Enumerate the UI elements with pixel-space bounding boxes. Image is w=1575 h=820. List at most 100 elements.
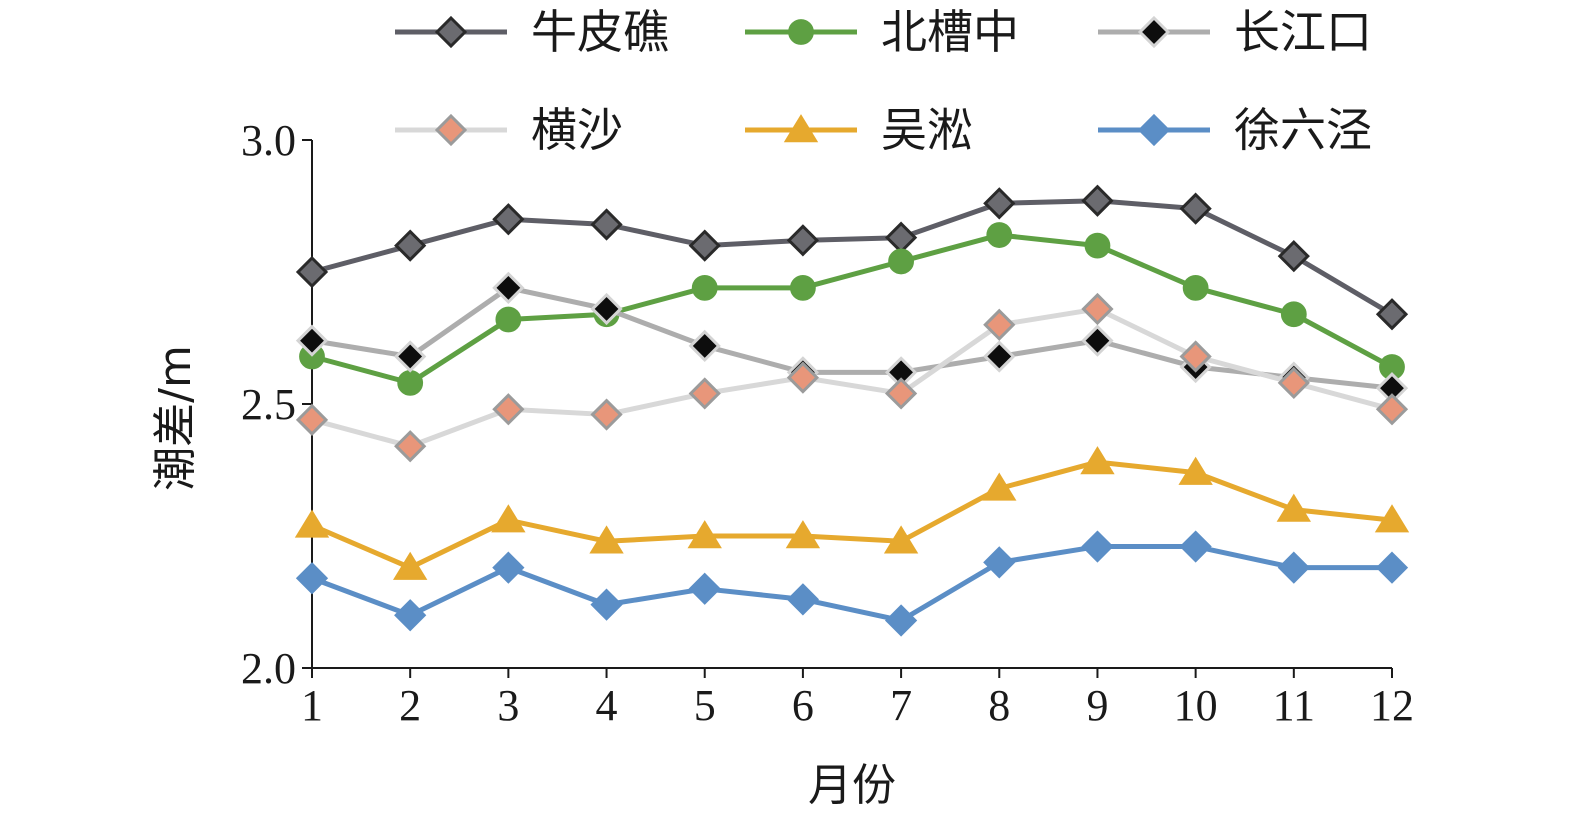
data-point (295, 324, 329, 357)
data-point (1081, 530, 1114, 563)
series-line (311, 285, 1393, 391)
data-point (392, 551, 428, 580)
data-point (983, 187, 1016, 220)
x-tick-label: 12 (1370, 681, 1414, 730)
x-tick-label: 9 (1086, 681, 1108, 730)
data-point (1179, 530, 1212, 563)
data-point (492, 203, 525, 236)
data-point (590, 398, 623, 431)
series-4 (295, 292, 1409, 463)
data-point (786, 583, 820, 616)
series-layer (294, 184, 1410, 637)
data-point (983, 308, 1016, 341)
legend-item: 牛皮礁 (395, 5, 669, 59)
y-axis-title: 潮差/m (150, 345, 201, 491)
data-point (691, 274, 718, 301)
data-point (1178, 456, 1213, 485)
data-point (1081, 184, 1114, 217)
data-point (295, 403, 329, 436)
data-point (589, 525, 624, 554)
data-point (394, 340, 427, 373)
data-point (1375, 393, 1409, 426)
legend-marker (1137, 113, 1171, 147)
legend-label: 北槽中 (881, 5, 1019, 59)
legend-marker (434, 113, 468, 147)
series-line (311, 198, 1394, 317)
data-point (884, 221, 918, 254)
data-point (590, 208, 623, 241)
data-point (688, 229, 721, 262)
data-point (394, 599, 427, 632)
x-tick-label: 2 (399, 681, 421, 730)
legend-marker (1137, 15, 1171, 49)
data-point (688, 377, 721, 410)
series-1 (295, 184, 1409, 331)
x-tick-label: 11 (1273, 681, 1315, 730)
data-point (1179, 340, 1212, 373)
data-point (295, 562, 329, 595)
data-point (1280, 301, 1307, 328)
data-point (1276, 493, 1312, 522)
x-axis-ticks: 1 2 3 4 5 6 7 8 9 10 11 12 (301, 668, 1414, 730)
legend-item: 北槽中 (745, 5, 1019, 59)
data-point (982, 472, 1017, 501)
legend-marker (788, 19, 814, 45)
legend-label: 长江口 (1234, 5, 1372, 59)
axes (311, 140, 1392, 669)
y-tick-label: 2.5 (241, 380, 296, 429)
legend-marker (783, 114, 819, 143)
y-tick-label: 2.0 (241, 644, 296, 693)
data-point (1375, 551, 1409, 584)
data-point (688, 572, 721, 605)
data-point (786, 224, 820, 257)
legend-label: 横沙 (531, 103, 623, 157)
x-axis-title: 月份 (808, 760, 896, 811)
y-tick-label: 3.0 (241, 116, 296, 165)
data-point (295, 255, 329, 289)
data-point (687, 520, 722, 549)
data-point (785, 520, 821, 549)
data-point (492, 271, 525, 304)
x-tick-label: 8 (988, 681, 1010, 730)
legend-item: 横沙 (395, 103, 623, 157)
data-point (1080, 446, 1115, 475)
data-point (294, 509, 330, 538)
x-tick-label: 10 (1174, 681, 1218, 730)
series-6 (295, 530, 1409, 637)
series-line (311, 306, 1393, 449)
x-tick-label: 3 (497, 681, 519, 730)
data-point (394, 430, 427, 463)
data-point (1081, 292, 1114, 326)
data-point (888, 248, 914, 275)
data-point (790, 274, 816, 301)
legend-marker (434, 15, 468, 49)
data-point (1179, 192, 1212, 225)
data-point (590, 292, 623, 326)
legend-label: 吴淞 (881, 103, 973, 157)
series-2 (299, 222, 1405, 396)
x-tick-label: 4 (596, 681, 618, 730)
data-point (1277, 240, 1310, 273)
series-5 (294, 446, 1410, 580)
x-tick-label: 6 (792, 681, 814, 730)
series-line (311, 232, 1394, 386)
data-point (884, 604, 918, 637)
data-point (983, 546, 1016, 579)
data-point (590, 588, 623, 621)
x-tick-label: 5 (694, 681, 716, 730)
data-point (1081, 324, 1114, 357)
data-point (1084, 232, 1111, 259)
data-point (495, 306, 522, 333)
legend-label: 牛皮礁 (531, 5, 669, 59)
data-point (1182, 274, 1209, 301)
data-point (884, 377, 918, 410)
y-axis-ticks: 2.0 2.5 3.0 (241, 116, 312, 693)
data-point (397, 369, 424, 396)
data-point (492, 551, 525, 584)
data-point (688, 329, 721, 363)
data-point (983, 340, 1016, 373)
legend-label: 徐六泾 (1234, 103, 1372, 157)
data-point (492, 393, 525, 426)
data-point (1375, 298, 1409, 331)
